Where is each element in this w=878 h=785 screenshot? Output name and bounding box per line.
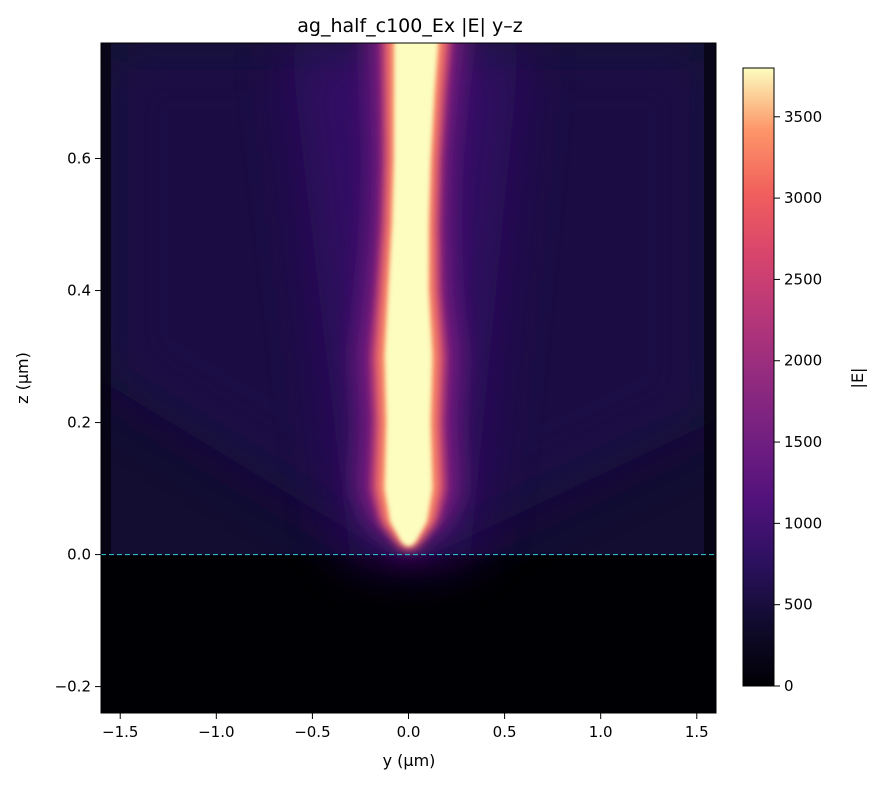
colorbar-ticks: 0 500 1000 1500 2000 2500 3000 3500 [774,108,822,695]
y-tick-label: 0.4 [67,282,91,300]
y-tick-label: 0.6 [67,150,91,168]
x-tick-label: −1.5 [102,723,138,741]
colorbar-label: |E| [848,368,867,389]
edge-shade-left [101,43,111,555]
y-tick-label: 0.2 [67,414,91,432]
edge-shade-right [704,43,716,555]
y-axis-label: z (µm) [13,352,32,404]
colorbar-tick-label: 2000 [784,352,822,370]
colorbar-tick-label: 3500 [784,108,822,126]
chart-title: ag_half_c100_Ex |E| y–z [297,15,522,37]
y-axis: −0.2 0.0 0.2 0.4 0.6 [55,150,101,696]
beam-core [384,43,439,547]
colorbar-tick-label: 500 [784,596,813,614]
y-tick-label: 0.0 [67,546,91,564]
x-tick-label: 1.0 [589,723,613,741]
x-tick-label: 1.5 [685,723,709,741]
colorbar [742,67,775,687]
x-tick-label: −0.5 [294,723,330,741]
x-tick-label: 0.5 [493,723,517,741]
heatmap [101,43,716,713]
x-axis: −1.5 −1.0 −0.5 0.0 0.5 1.0 1.5 [102,713,709,741]
x-tick-label: −1.0 [198,723,234,741]
colorbar-tick-label: 1000 [784,514,822,532]
colorbar-tick-label: 3000 [784,189,822,207]
colorbar-tick-label: 2500 [784,270,822,288]
colorbar-tick-label: 0 [784,677,794,695]
colorbar-tick-label: 1500 [784,433,822,451]
y-tick-label: −0.2 [55,678,91,696]
x-tick-label: 0.0 [397,723,421,741]
x-axis-label: y (µm) [383,751,436,770]
